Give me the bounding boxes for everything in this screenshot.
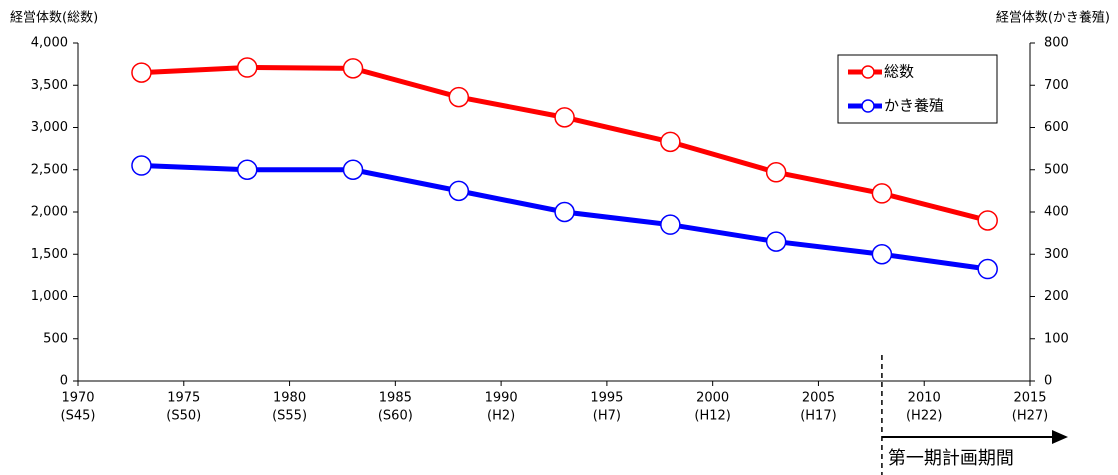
legend-marker: [861, 65, 875, 79]
legend-label: かき養殖: [884, 97, 944, 115]
series-marker: [871, 183, 893, 204]
legend-marker: [861, 99, 875, 113]
y2-tick-label: 400: [1044, 205, 1069, 220]
series-marker: [554, 107, 575, 128]
series-marker: [765, 231, 787, 252]
y2-tick-label: 100: [1044, 331, 1069, 346]
x-tick-sublabel: (H27): [1012, 409, 1048, 424]
x-tick-sublabel: (H7): [593, 409, 621, 424]
series-marker: [660, 214, 681, 235]
series-marker: [342, 159, 364, 180]
x-tick-label: 1990: [485, 391, 518, 406]
y-tick-label: 1,000: [31, 289, 68, 304]
y-tick-label: 0: [60, 374, 68, 389]
x-tick-sublabel: (S60): [378, 409, 413, 424]
y-tick-label: 3,000: [31, 120, 68, 135]
x-tick-sublabel: (H12): [694, 409, 730, 424]
y2-axis-title: 経営体数(かき養殖): [996, 10, 1110, 26]
y-axis-title: 経営体数(総数): [10, 11, 98, 26]
x-tick-label: 2000: [696, 391, 729, 406]
y-tick-label: 1,500: [31, 247, 68, 262]
series-marker: [977, 210, 998, 231]
series-marker: [448, 86, 470, 108]
legend-label: 総数: [884, 63, 914, 81]
y2-tick-label: 600: [1044, 120, 1069, 135]
x-tick-label: 1985: [379, 391, 412, 406]
x-tick-label: 1980: [273, 391, 306, 406]
y-tick-label: 2,500: [31, 162, 68, 177]
y2-tick-label: 200: [1044, 289, 1069, 304]
series-marker: [448, 180, 470, 202]
x-tick-sublabel: (S50): [166, 409, 201, 424]
y-tick-label: 4,000: [31, 36, 68, 51]
x-tick-label: 2005: [802, 391, 835, 406]
y2-tick-label: 700: [1044, 78, 1069, 93]
x-tick-label: 1970: [61, 391, 94, 406]
y-tick-label: 3,500: [31, 78, 68, 93]
plan-label: 第一期計画期間: [888, 448, 1014, 469]
x-tick-sublabel: (S55): [272, 409, 307, 424]
y2-tick-label: 800: [1044, 36, 1069, 51]
series-marker: [554, 201, 575, 223]
x-tick-label: 1975: [167, 391, 200, 406]
series-marker: [660, 131, 681, 153]
plan-arrow-head: [1052, 430, 1068, 444]
series-marker: [342, 58, 364, 79]
series-marker: [236, 57, 258, 78]
series-marker: [765, 162, 787, 183]
x-tick-label: 2015: [1013, 391, 1046, 406]
series-marker: [977, 258, 998, 280]
y-tick-label: 2,000: [31, 205, 68, 220]
x-tick-sublabel: (H22): [906, 409, 942, 424]
y-tick-label: 500: [43, 331, 68, 346]
x-tick-sublabel: (H17): [800, 409, 836, 424]
x-tick-sublabel: (S45): [61, 409, 96, 424]
x-tick-sublabel: (H2): [487, 409, 515, 424]
y2-tick-label: 500: [1044, 162, 1069, 177]
series-marker: [871, 244, 893, 265]
series-marker: [236, 159, 258, 180]
series-marker: [131, 155, 152, 176]
y2-tick-label: 300: [1044, 247, 1069, 262]
x-tick-label: 1995: [590, 391, 623, 406]
x-tick-label: 2010: [908, 391, 941, 406]
series-marker: [131, 62, 152, 83]
y2-tick-label: 0: [1044, 374, 1052, 389]
